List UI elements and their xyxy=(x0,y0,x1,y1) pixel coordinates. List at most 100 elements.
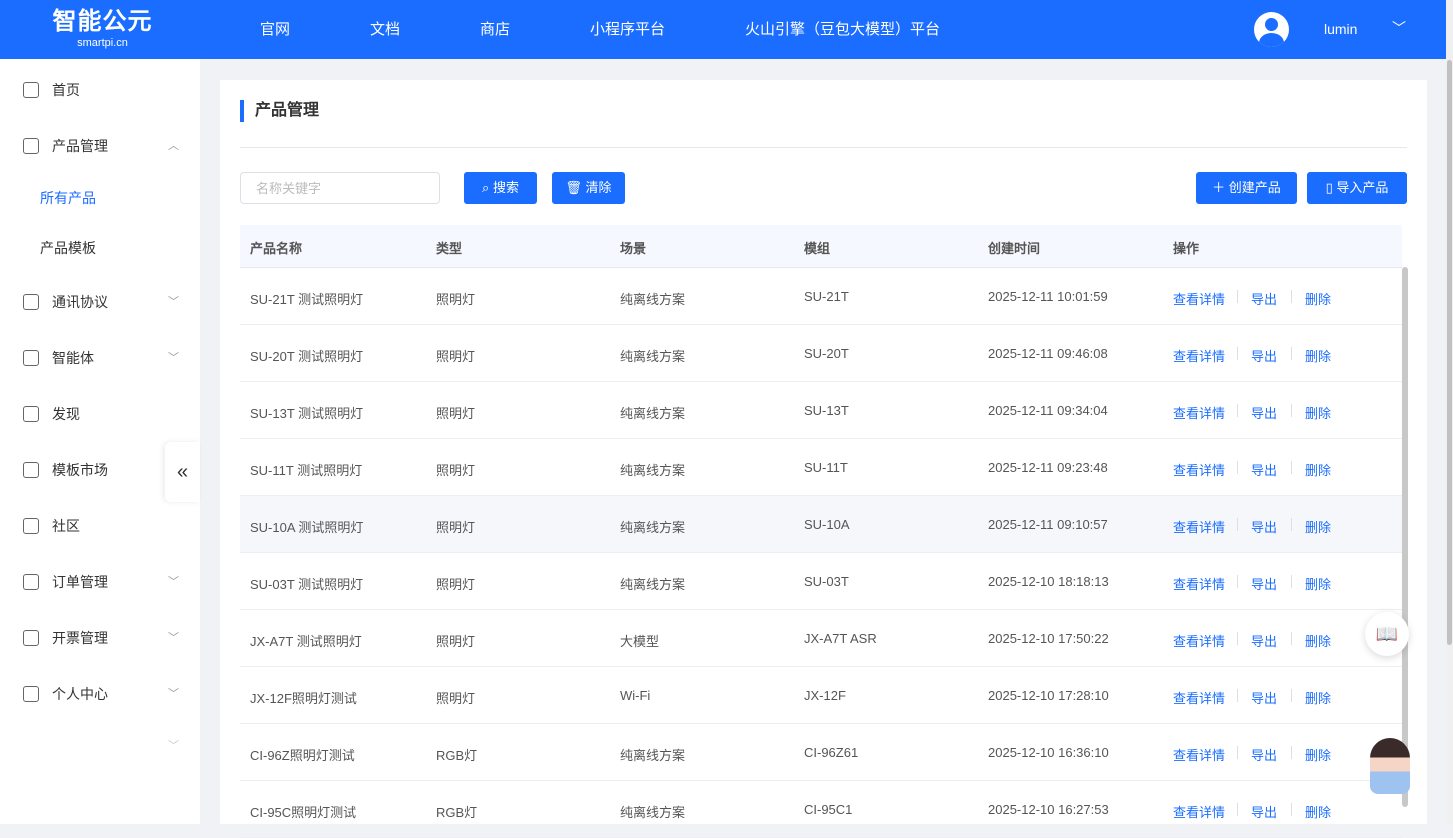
sidebar-item[interactable]: 社区 xyxy=(0,511,200,541)
chevron-down-icon: ﹀ xyxy=(168,296,179,308)
export-link[interactable]: 导出 xyxy=(1251,349,1278,364)
table-header: 产品名称 类型 场景 模组 创建时间 操作 xyxy=(240,225,1402,268)
delete-link[interactable]: 删除 xyxy=(1305,748,1332,763)
chevron-down-icon: ﹀ xyxy=(168,688,179,700)
sidebar-item[interactable]: 智能体 ﹀ xyxy=(0,343,200,373)
delete-link[interactable]: 删除 xyxy=(1305,691,1332,706)
smile-icon xyxy=(23,518,39,534)
sidebar-item[interactable]: 产品管理 ︿ xyxy=(0,131,200,161)
export-link[interactable]: 导出 xyxy=(1251,406,1278,421)
view-details-link[interactable]: 查看详情 xyxy=(1173,406,1226,421)
chevron-down-icon: ﹀ xyxy=(168,352,179,364)
chevron-down-icon[interactable]: ﹀ xyxy=(1392,20,1406,36)
sidebar-item[interactable]: 发现 xyxy=(0,399,200,429)
table-cell: 大模型 xyxy=(620,634,660,649)
table-row: CI-96Z照明灯测试 RGB灯 纯离线方案 CI-96Z61 2025-12-10 1… xyxy=(240,724,1402,781)
sidebar-item[interactable]: 通讯协议 ﹀ xyxy=(0,287,200,317)
table-cell: 纯离线方案 xyxy=(620,805,686,820)
delete-link[interactable]: 删除 xyxy=(1305,634,1332,649)
book-icon[interactable]: 📖 xyxy=(1365,612,1409,656)
column-header: 类型 xyxy=(436,241,463,256)
table-cell: 2025-12-11 09:10:57 xyxy=(988,517,1108,532)
protocol-icon xyxy=(23,294,39,310)
table-cell: 2025-12-11 09:23:48 xyxy=(988,460,1108,475)
delete-link[interactable]: 删除 xyxy=(1305,520,1332,535)
nav-link[interactable]: 文档 xyxy=(370,21,401,38)
nav-link[interactable]: 小程序平台 xyxy=(590,21,666,38)
table-cell: SU-20T xyxy=(804,346,849,361)
export-link[interactable]: 导出 xyxy=(1251,691,1278,706)
export-link[interactable]: 导出 xyxy=(1251,463,1278,478)
view-details-link[interactable]: 查看详情 xyxy=(1173,463,1226,478)
avatar[interactable] xyxy=(1254,12,1289,47)
main-card: 产品管理 ⌕ 搜索 🗑 清除 ＋ 创建产品 ▯ 导入产品 产品名称 类型 场景 模组 创… xyxy=(220,80,1427,838)
clear-button[interactable]: 🗑 清除 xyxy=(552,172,625,204)
view-details-link[interactable]: 查看详情 xyxy=(1173,577,1226,592)
sidebar-item[interactable]: 模板市场 xyxy=(0,455,200,485)
delete-link[interactable]: 删除 xyxy=(1305,292,1332,307)
export-link[interactable]: 导出 xyxy=(1251,805,1278,820)
table-row: SU-10A 测试照明灯 照明灯 纯离线方案 SU-10A 2025-12-11 09:… xyxy=(240,496,1402,553)
export-link[interactable]: 导出 xyxy=(1251,748,1278,763)
view-details-link[interactable]: 查看详情 xyxy=(1173,634,1226,649)
table-cell: 照明灯 xyxy=(436,406,476,421)
delete-link[interactable]: 删除 xyxy=(1305,406,1332,421)
table-row: SU-20T 测试照明灯 照明灯 纯离线方案 SU-20T 2025-12-11 09:… xyxy=(240,325,1402,382)
view-details-link[interactable]: 查看详情 xyxy=(1173,691,1226,706)
table-cell: SU-03T 测试照明灯 xyxy=(250,577,364,592)
table-cell: Wi-Fi xyxy=(620,688,651,703)
export-link[interactable]: 导出 xyxy=(1251,577,1278,592)
nav-link[interactable]: 火山引擎（豆包大模型）平台 xyxy=(745,21,941,38)
sidebar-subitem-active[interactable]: 所有产品 xyxy=(40,190,96,206)
create-product-button[interactable]: ＋ 创建产品 xyxy=(1196,172,1297,204)
export-link[interactable]: 导出 xyxy=(1251,520,1278,535)
export-link[interactable]: 导出 xyxy=(1251,634,1278,649)
export-link[interactable]: 导出 xyxy=(1251,292,1278,307)
table-row: SU-13T 测试照明灯 照明灯 纯离线方案 SU-13T 2025-12-11 09:… xyxy=(240,382,1402,439)
view-details-link[interactable]: 查看详情 xyxy=(1173,520,1226,535)
sidebar: 首页产品管理 ︿ 通讯协议 ﹀ 智能体 ﹀ 发现模板市场社区订单管理 ﹀ 开票管理 ﹀ 个人中心 ﹀ 所… xyxy=(0,59,200,824)
table-cell: SU-03T xyxy=(804,574,849,589)
delete-link[interactable]: 删除 xyxy=(1305,805,1332,820)
nav-link[interactable]: 商店 xyxy=(480,21,511,38)
table-cell: CI-96Z61 xyxy=(804,745,859,760)
table-cell: CI-95C1 xyxy=(804,802,853,817)
sidebar-item[interactable]: 订单管理 ﹀ xyxy=(0,567,200,597)
compass-icon xyxy=(23,406,39,422)
logo[interactable]: 智能公元 smartpi.cn xyxy=(52,8,153,49)
chevron-down-icon: ﹀ xyxy=(168,740,179,752)
import-product-button[interactable]: ▯ 导入产品 xyxy=(1307,172,1407,204)
table-cell: 照明灯 xyxy=(436,520,476,535)
nav-link[interactable]: 官网 xyxy=(260,21,291,38)
view-details-link[interactable]: 查看详情 xyxy=(1173,805,1226,820)
table-cell: 2025-12-10 17:28:10 xyxy=(988,688,1109,703)
file-import-icon: ▯ xyxy=(1325,180,1337,195)
collapse-sidebar-button[interactable]: « xyxy=(165,442,200,502)
view-details-link[interactable]: 查看详情 xyxy=(1173,748,1226,763)
sidebar-item[interactable]: 开票管理 ﹀ xyxy=(0,623,200,653)
table-cell: JX-A7T 测试照明灯 xyxy=(250,634,362,649)
search-input[interactable] xyxy=(240,172,440,204)
table-cell: 纯离线方案 xyxy=(620,292,686,307)
sidebar-subitem[interactable]: 产品模板 xyxy=(40,240,96,256)
table-cell: 纯离线方案 xyxy=(620,748,686,763)
view-details-link[interactable]: 查看详情 xyxy=(1173,349,1226,364)
view-details-link[interactable]: 查看详情 xyxy=(1173,292,1226,307)
template-icon xyxy=(23,462,39,478)
table-cell: SU-20T 测试照明灯 xyxy=(250,349,364,364)
delete-link[interactable]: 删除 xyxy=(1305,349,1332,364)
page-scrollbar[interactable] xyxy=(1446,0,1453,824)
sidebar-item[interactable]: 个人中心 ﹀ xyxy=(0,679,200,709)
table-cell: 2025-12-10 17:50:22 xyxy=(988,631,1109,646)
table-scrollbar[interactable] xyxy=(1402,267,1408,807)
table-cell: 照明灯 xyxy=(436,634,476,649)
user-name[interactable]: lumin xyxy=(1324,21,1358,37)
assistant-avatar[interactable] xyxy=(1370,738,1410,794)
sidebar-item[interactable]: 首页 xyxy=(0,75,200,105)
search-button[interactable]: ⌕ 搜索 xyxy=(464,172,537,204)
delete-link[interactable]: 删除 xyxy=(1305,463,1332,478)
plus-icon: ＋ xyxy=(1212,180,1229,195)
delete-link[interactable]: 删除 xyxy=(1305,577,1332,592)
table-cell: SU-10A xyxy=(804,517,850,532)
table-cell: 照明灯 xyxy=(436,463,476,478)
